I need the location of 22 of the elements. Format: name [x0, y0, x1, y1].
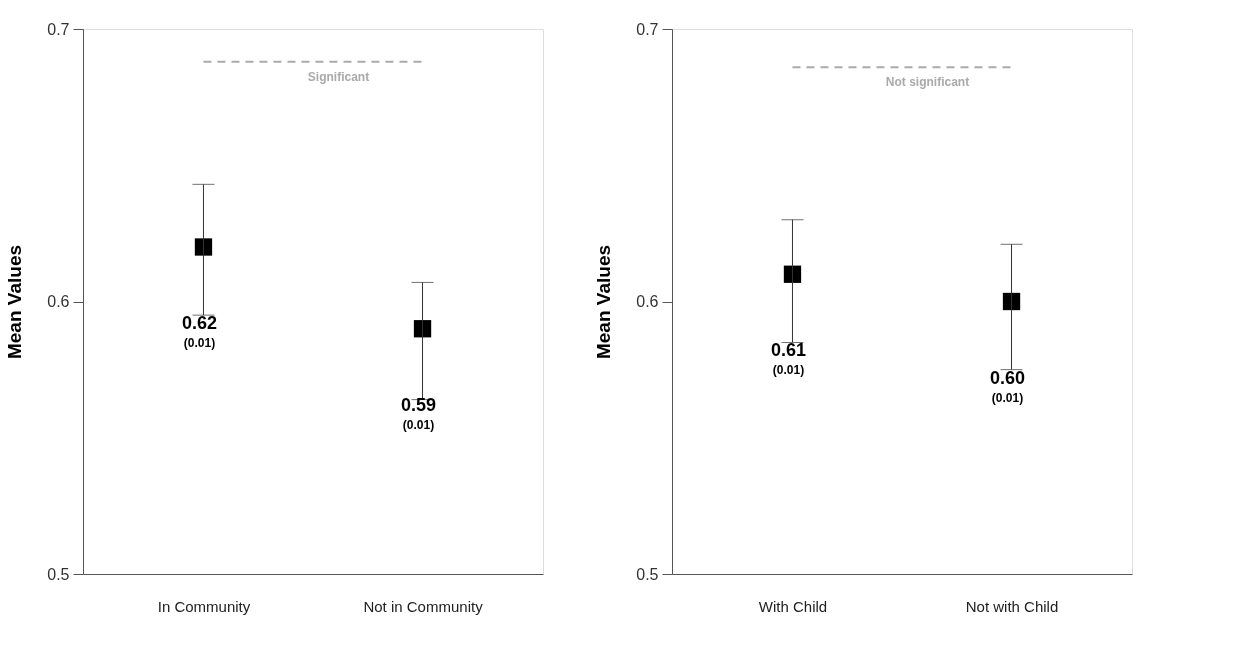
data-label: 0.61 [770, 340, 806, 361]
annotation: (0.01) [772, 363, 805, 378]
y-axis-title: Mean Values [593, 244, 615, 360]
y-tick-label: 0.6 [636, 293, 659, 310]
y-tick-label: 0.5 [636, 565, 659, 583]
y-axis-title: Mean Values [4, 244, 26, 360]
x-tick-label: Not with Child [965, 597, 1059, 615]
x-tick-label: With Child [758, 597, 828, 615]
y-tick-label: 0.7 [47, 20, 70, 38]
data-label: 0.60 [990, 367, 1026, 388]
y-tick-label: 0.6 [47, 293, 70, 310]
x-tick-label: In Community [157, 597, 251, 615]
ref-line-label: Significant [307, 69, 370, 84]
x-tick-label: Not in Community [363, 597, 484, 615]
annotation: (0.01) [183, 336, 216, 350]
y-tick-label: 0.7 [636, 20, 659, 38]
annotation: (0.01) [402, 417, 435, 432]
data-label: 0.62 [181, 313, 217, 333]
y-tick-label: 0.5 [47, 565, 70, 583]
annotation: (0.01) [991, 390, 1024, 405]
ref-line-label: Not significant [885, 75, 970, 90]
data-label: 0.59 [401, 394, 437, 415]
